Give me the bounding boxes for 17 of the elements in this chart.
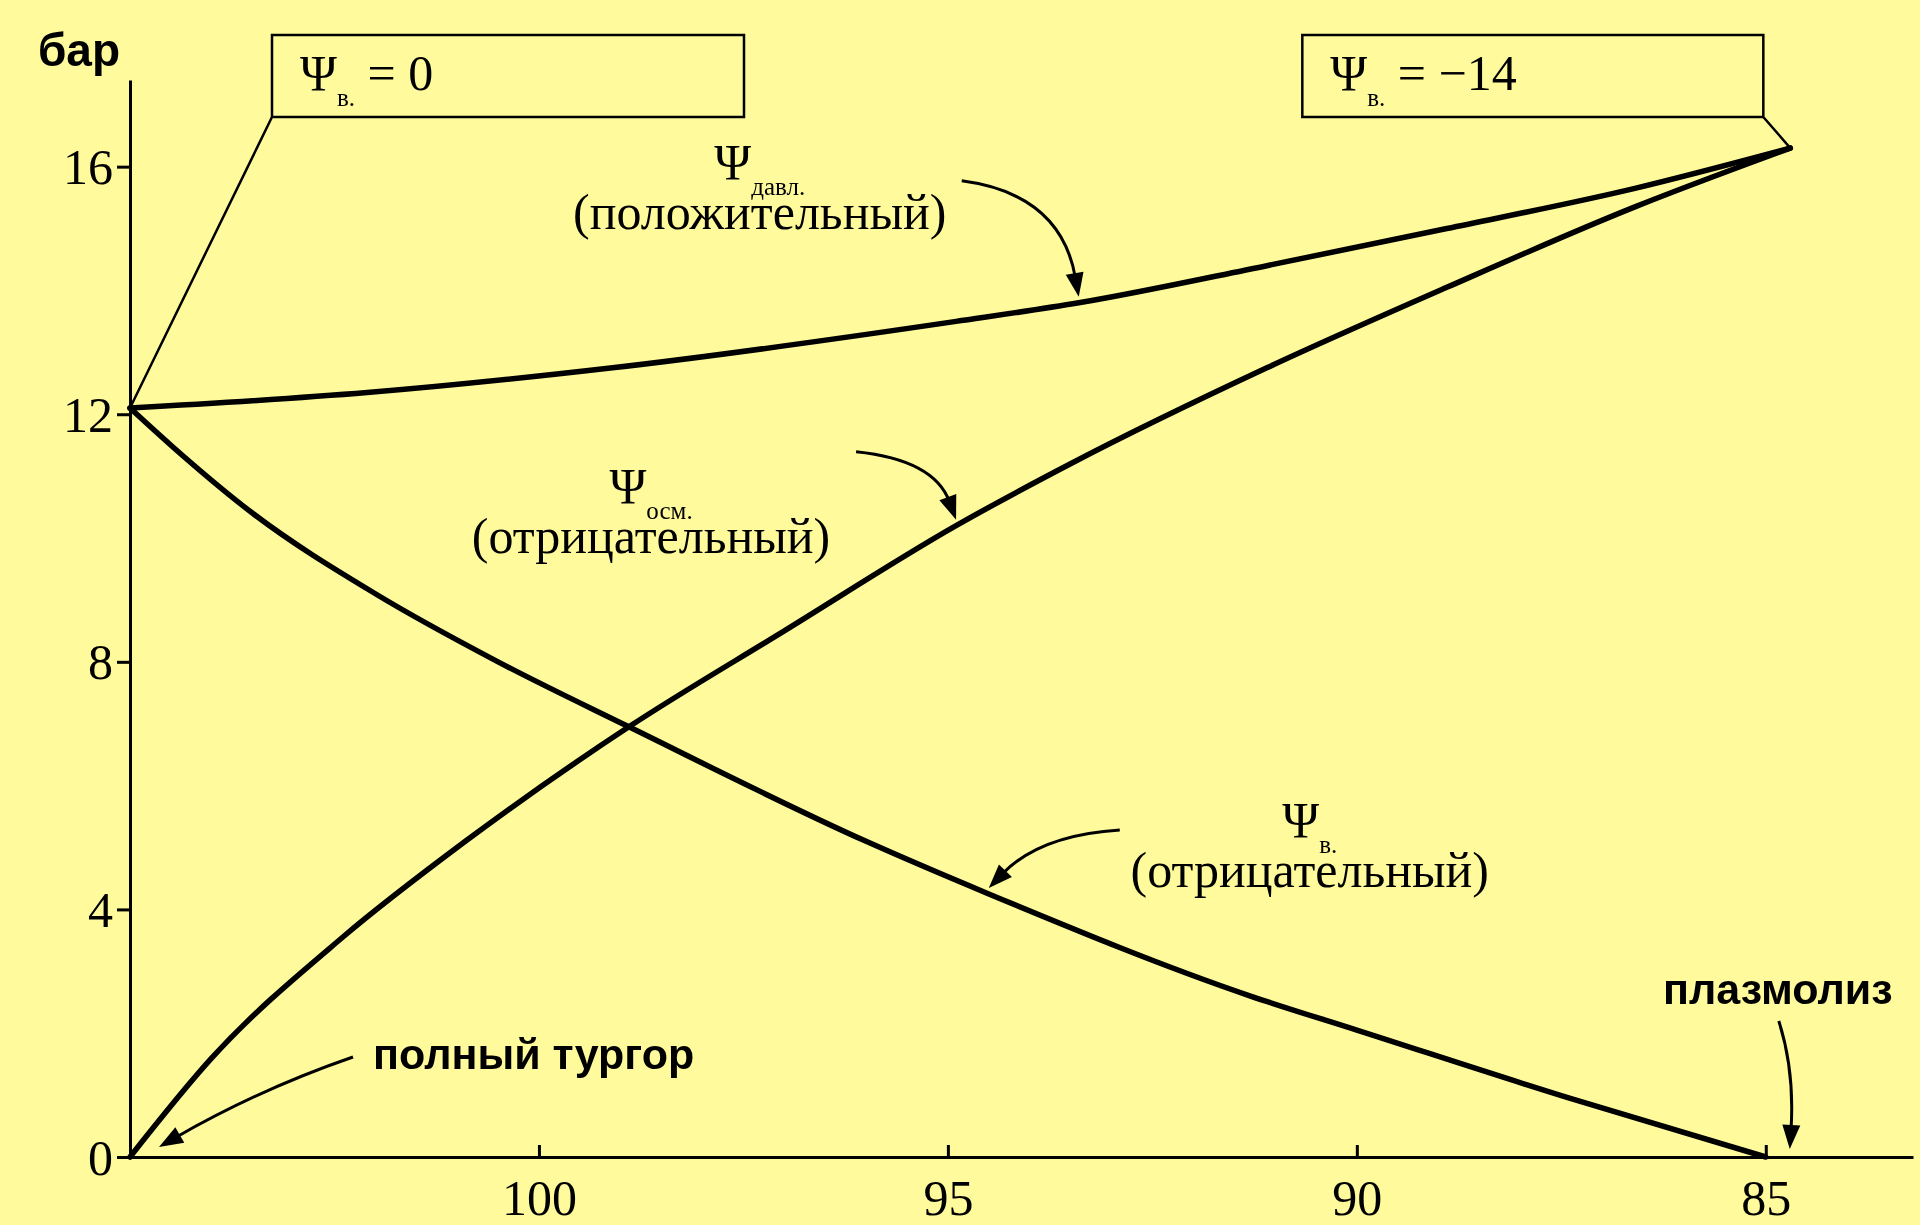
series-label: Ψ$_{в.}$ (отрицательный): [1130, 792, 1489, 899]
x-tick-label: 100: [501, 1169, 577, 1225]
x-tick-label: 90: [1332, 1169, 1383, 1225]
y-tick-label: 0: [88, 1129, 113, 1186]
x-tick-label: 85: [1741, 1169, 1792, 1225]
y-tick-label: 16: [63, 139, 113, 196]
series-label: Ψ$_{давл.}$ (положительный): [573, 134, 947, 241]
annotation: полный тургор: [373, 1030, 695, 1079]
annotation: плазмолиз: [1662, 965, 1893, 1014]
annotation: Ψ$_{в.}$ = 0: [300, 44, 434, 111]
y-tick-label: 4: [88, 881, 113, 938]
annotation: Ψ$_{в.}$ = −14: [1330, 44, 1517, 111]
legend-label: Ψ$_{осм.}$ (отрицательный): [471, 458, 831, 565]
x-tick-label: 95: [923, 1169, 974, 1225]
y-axis-title: бар: [37, 24, 120, 76]
y-tick-label: 12: [63, 386, 113, 443]
y-tick-label: 8: [88, 634, 113, 691]
